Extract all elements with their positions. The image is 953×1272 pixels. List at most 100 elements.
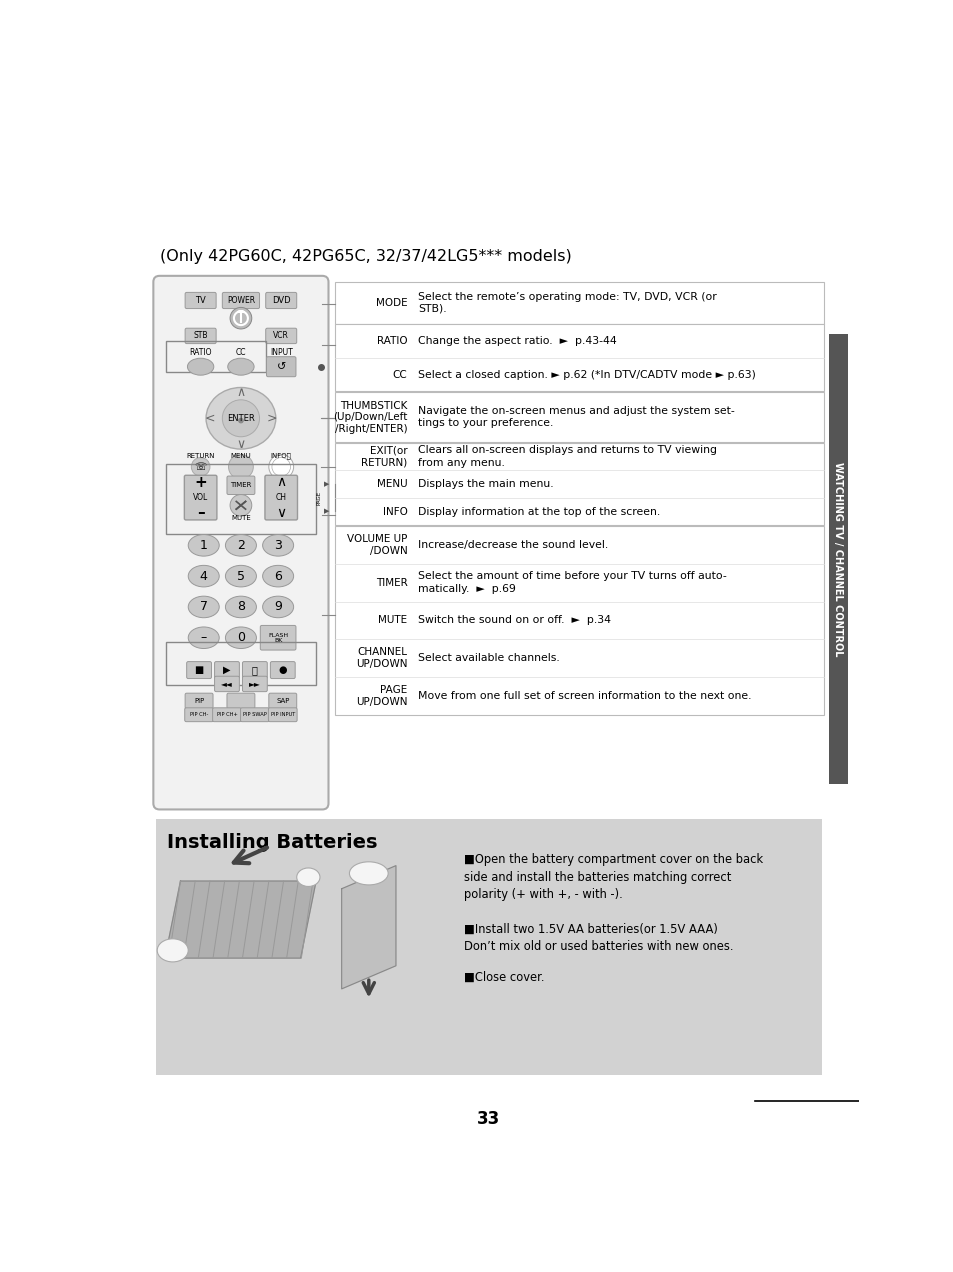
Text: 6: 6 (274, 570, 282, 583)
Text: PAGE: PAGE (316, 491, 321, 505)
Text: ■: ■ (194, 665, 204, 675)
Ellipse shape (188, 627, 219, 649)
FancyBboxPatch shape (260, 626, 295, 650)
Text: 9: 9 (274, 600, 282, 613)
Text: VOLUME UP
/DOWN: VOLUME UP /DOWN (347, 534, 407, 556)
FancyBboxPatch shape (227, 693, 254, 709)
FancyBboxPatch shape (187, 661, 212, 678)
Text: MENU: MENU (231, 453, 251, 459)
Text: PIP SWAP: PIP SWAP (243, 712, 267, 717)
Ellipse shape (206, 388, 275, 449)
FancyBboxPatch shape (268, 707, 296, 721)
Text: 8: 8 (236, 600, 245, 613)
Text: ∧: ∧ (236, 385, 245, 398)
Circle shape (229, 454, 253, 480)
Text: CHANNEL
UP/DOWN: CHANNEL UP/DOWN (355, 647, 407, 669)
Text: 3: 3 (274, 539, 282, 552)
Text: 5: 5 (236, 570, 245, 583)
FancyBboxPatch shape (335, 443, 823, 525)
Text: +: + (194, 474, 207, 490)
Text: CH: CH (275, 494, 287, 502)
Text: ☏: ☏ (194, 462, 207, 472)
Ellipse shape (296, 868, 319, 887)
Text: PIP INPUT: PIP INPUT (271, 712, 294, 717)
Text: CC: CC (393, 370, 407, 379)
Text: –: – (200, 631, 207, 644)
Text: MODE: MODE (375, 298, 407, 308)
Polygon shape (165, 881, 315, 958)
Ellipse shape (262, 597, 294, 618)
Ellipse shape (262, 565, 294, 586)
Text: TV: TV (195, 296, 206, 305)
Text: ■Open the battery compartment cover on the back
side and install the batteries m: ■Open the battery compartment cover on t… (464, 854, 762, 902)
Text: 1: 1 (199, 539, 208, 552)
Text: 4: 4 (199, 570, 208, 583)
Text: PAGE
UP/DOWN: PAGE UP/DOWN (355, 686, 407, 707)
Text: PIP: PIP (193, 698, 204, 703)
Text: Clears all on-screen displays and returns to TV viewing
from any menu.: Clears all on-screen displays and return… (418, 445, 717, 468)
FancyBboxPatch shape (222, 293, 259, 309)
Text: ■Close cover.: ■Close cover. (464, 971, 544, 983)
Text: ●: ● (278, 665, 287, 675)
Text: MENU: MENU (376, 480, 407, 490)
Text: 0: 0 (236, 631, 245, 644)
Text: Select a closed caption. ► p.62 (*In DTV/CADTV mode ► p.63): Select a closed caption. ► p.62 (*In DTV… (418, 370, 756, 379)
Text: Select the amount of time before your TV turns off auto-
matically.  ►  p.69: Select the amount of time before your TV… (418, 571, 726, 594)
Ellipse shape (187, 359, 213, 375)
FancyBboxPatch shape (240, 707, 269, 721)
Text: SAP: SAP (275, 698, 289, 703)
Text: RATIO: RATIO (376, 336, 407, 346)
Text: Switch the sound on or off.  ►  p.34: Switch the sound on or off. ► p.34 (418, 616, 611, 626)
FancyBboxPatch shape (266, 328, 296, 343)
Text: ENTER: ENTER (227, 413, 254, 422)
Text: WATCHING TV / CHANNEL CONTROL: WATCHING TV / CHANNEL CONTROL (833, 462, 842, 656)
Text: Displays the main menu.: Displays the main menu. (418, 480, 554, 490)
Text: INFO: INFO (382, 506, 407, 516)
Text: ∨: ∨ (275, 506, 286, 520)
FancyBboxPatch shape (269, 693, 296, 709)
Ellipse shape (157, 939, 188, 962)
Text: RETURN: RETURN (186, 453, 214, 459)
Text: RATIO: RATIO (190, 349, 212, 357)
Text: MUTE: MUTE (378, 616, 407, 626)
Text: STB: STB (193, 332, 208, 341)
FancyBboxPatch shape (185, 328, 216, 343)
Text: ▶: ▶ (223, 665, 231, 675)
FancyBboxPatch shape (265, 476, 297, 520)
FancyBboxPatch shape (214, 661, 239, 678)
Text: Move from one full set of screen information to the next one.: Move from one full set of screen informa… (418, 691, 751, 701)
Text: PIP CH+: PIP CH+ (216, 712, 237, 717)
Text: POWER: POWER (227, 296, 254, 305)
Circle shape (192, 458, 210, 476)
Text: ↺: ↺ (276, 361, 286, 371)
FancyBboxPatch shape (153, 276, 328, 809)
Text: Display information at the top of the screen.: Display information at the top of the sc… (418, 506, 660, 516)
FancyBboxPatch shape (214, 677, 239, 692)
Text: >: > (267, 412, 277, 425)
Text: Installing Batteries: Installing Batteries (167, 833, 376, 852)
Ellipse shape (188, 597, 219, 618)
Circle shape (272, 458, 291, 476)
Circle shape (238, 418, 243, 422)
FancyBboxPatch shape (335, 527, 823, 715)
Text: TIMER: TIMER (230, 482, 252, 488)
Text: Select available channels.: Select available channels. (418, 653, 559, 663)
Ellipse shape (349, 862, 388, 885)
Polygon shape (341, 866, 395, 988)
Text: –: – (196, 505, 204, 520)
Text: PIP CH-: PIP CH- (190, 712, 208, 717)
Text: Change the aspect ratio.  ►  p.43-44: Change the aspect ratio. ► p.43-44 (418, 336, 617, 346)
Circle shape (222, 399, 259, 436)
Text: ⏸: ⏸ (252, 665, 257, 675)
FancyBboxPatch shape (184, 476, 216, 520)
Text: ∧: ∧ (275, 476, 286, 490)
FancyBboxPatch shape (185, 707, 213, 721)
Ellipse shape (225, 534, 256, 556)
Text: 33: 33 (476, 1110, 500, 1128)
Text: VCR: VCR (273, 332, 289, 341)
FancyBboxPatch shape (270, 661, 294, 678)
Text: FLASH
BK: FLASH BK (268, 632, 288, 642)
Text: Navigate the on-screen menus and adjust the system set-
tings to your preference: Navigate the on-screen menus and adjust … (418, 406, 735, 429)
Text: INFOⓘ: INFOⓘ (271, 453, 292, 459)
FancyBboxPatch shape (266, 293, 296, 309)
